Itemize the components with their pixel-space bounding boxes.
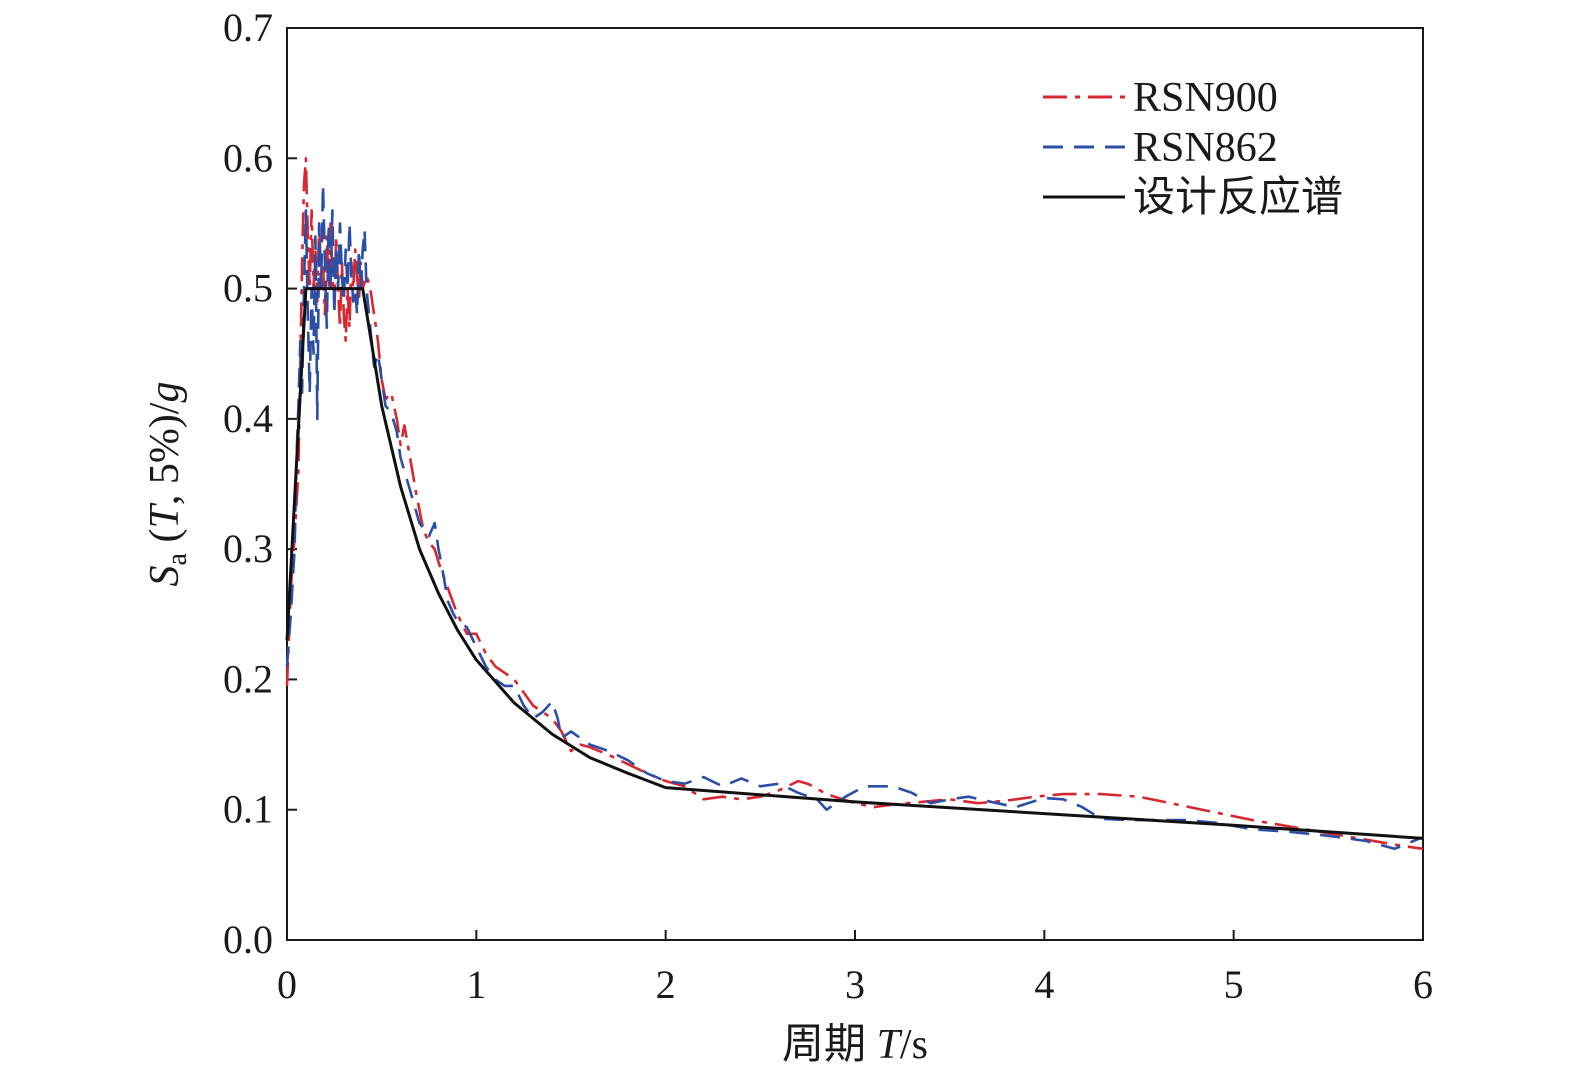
- series-line-1: [285, 183, 1424, 851]
- x-axis-label-variable: T: [877, 1022, 903, 1068]
- y-tick-label: 0.0: [223, 917, 273, 962]
- x-axis: 0 1 2 3 4 5 6: [277, 930, 1433, 1007]
- y-tick-label: 0.2: [223, 656, 273, 701]
- y-tick-label: 0.7: [223, 5, 273, 50]
- x-tick-label: 0: [277, 962, 297, 1007]
- x-axis-label-unit: /s: [900, 1022, 928, 1068]
- x-tick-label: 6: [1413, 962, 1433, 1007]
- y-axis-label-g: g: [142, 382, 188, 403]
- x-axis-label: 周期 T/s: [782, 1022, 928, 1068]
- y-tick-label: 0.6: [223, 135, 273, 180]
- x-tick-label: 3: [845, 962, 865, 1007]
- y-axis-label: Sa (T, 5%)/g: [142, 382, 193, 587]
- series-line-2: [285, 287, 1424, 840]
- legend-label-rsn900: RSN900: [1133, 75, 1278, 121]
- x-axis-label-prefix: 周期: [782, 1022, 877, 1068]
- x-tick-label: 5: [1224, 962, 1244, 1007]
- y-axis-label-s: S: [142, 565, 188, 586]
- legend-label-design-spectrum: 设计反应谱: [1133, 174, 1343, 221]
- x-tick-label: 4: [1034, 962, 1054, 1007]
- legend-label-rsn862: RSN862: [1133, 125, 1278, 171]
- y-axis-label-rest: , 5%)/: [142, 402, 188, 505]
- y-tick-label: 0.4: [223, 396, 273, 441]
- y-tick-label: 0.5: [223, 266, 273, 311]
- legend: RSN900 RSN862 设计反应谱: [1043, 75, 1343, 221]
- series-layer: [285, 157, 1424, 851]
- x-tick-label: 1: [466, 962, 486, 1007]
- y-axis-label-subscript: a: [162, 552, 193, 565]
- y-axis-label-open: (: [142, 529, 188, 554]
- y-tick-label: 0.3: [223, 526, 273, 571]
- y-axis-label-t: T: [142, 503, 188, 529]
- y-tick-label: 0.1: [223, 787, 273, 832]
- y-axis: 0.0 0.1 0.2 0.3 0.4 0.5 0.6 0.7: [223, 5, 297, 962]
- x-tick-label: 2: [656, 962, 676, 1007]
- series-line-0: [285, 157, 1424, 851]
